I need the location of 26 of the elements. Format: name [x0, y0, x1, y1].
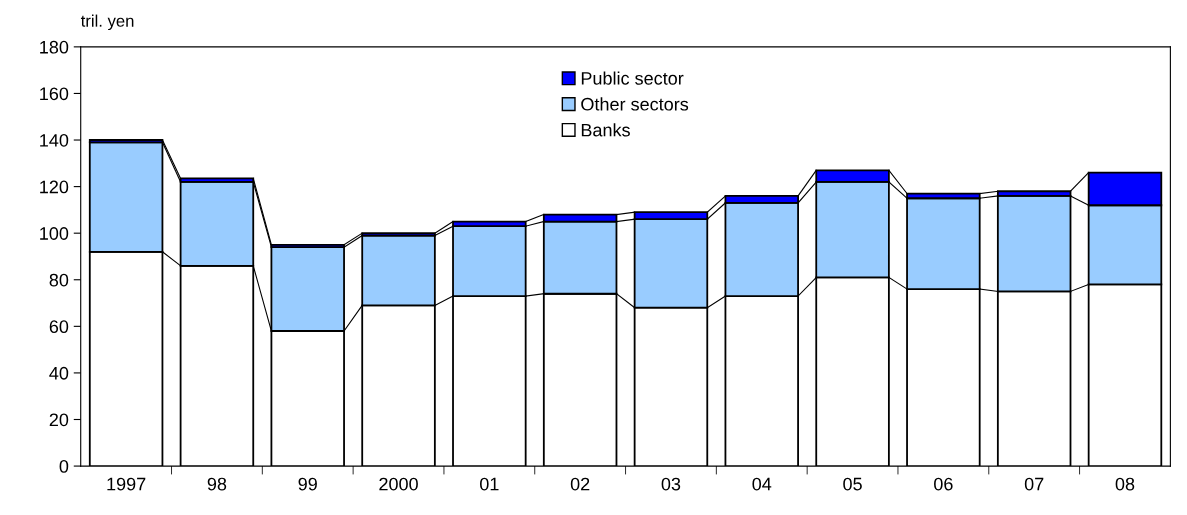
y-tick-label: 80 — [49, 273, 69, 287]
x-tick-label: 2000 — [379, 477, 418, 491]
x-tick-label: 08 — [1115, 477, 1135, 491]
y-tick-label: 0 — [59, 460, 69, 473]
legend-label: Other sectors — [581, 97, 689, 111]
y-tick-label: 40 — [49, 366, 69, 380]
x-tick-label: 07 — [1024, 477, 1044, 491]
legend-label: Banks — [581, 123, 630, 137]
y-tick-label: 20 — [49, 413, 69, 427]
y-tick-label: 180 — [40, 40, 69, 54]
x-tick-label: 01 — [480, 477, 499, 491]
y-tick-label: 160 — [40, 87, 69, 101]
x-tick-label: 02 — [570, 477, 590, 491]
y-tick-label: 60 — [49, 320, 69, 334]
x-tick-label: 1997 — [107, 477, 146, 491]
x-tick-label: 03 — [661, 477, 681, 491]
x-tick-label: 99 — [298, 477, 317, 491]
y-tick-label: 100 — [40, 227, 69, 240]
x-tick-label: 04 — [752, 477, 772, 491]
legend-label: Public sector — [581, 71, 684, 85]
y-tick-label: 120 — [40, 180, 69, 194]
x-tick-label: 98 — [207, 477, 227, 491]
y-axis-title: tril. yen — [80, 14, 134, 31]
x-tick-label: 06 — [934, 477, 953, 491]
x-tick-label: 05 — [843, 477, 862, 491]
y-tick-label: 140 — [40, 133, 69, 147]
